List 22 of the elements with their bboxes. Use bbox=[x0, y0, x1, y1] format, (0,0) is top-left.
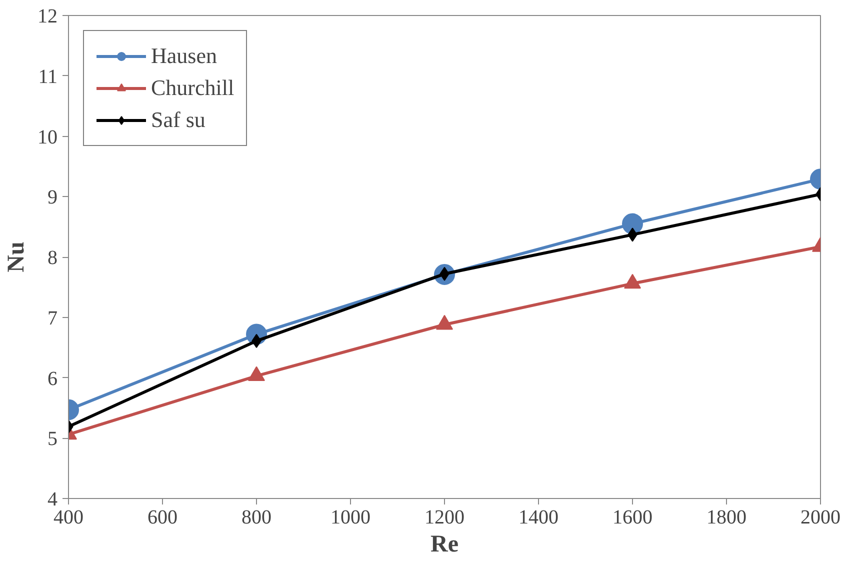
y-tick-label: 6 bbox=[48, 368, 58, 390]
y-tick-label: 11 bbox=[38, 66, 58, 88]
x-tick-label: 1600 bbox=[612, 506, 652, 528]
point bbox=[622, 213, 643, 234]
y-tick-label: 5 bbox=[48, 428, 58, 450]
y-tick-label: 9 bbox=[48, 186, 58, 209]
y-tick-label: 8 bbox=[48, 247, 58, 269]
x-tick-label: 1800 bbox=[706, 506, 746, 528]
x-tick-label: 1200 bbox=[424, 506, 464, 528]
y-tick-label: 7 bbox=[48, 307, 58, 330]
legend-label: Hausen bbox=[151, 43, 217, 69]
x-tick-label: 2000 bbox=[800, 506, 840, 528]
x-tick-label: 1000 bbox=[330, 506, 370, 528]
y-tick-label: 10 bbox=[38, 126, 58, 148]
y-tick-label: 12 bbox=[38, 6, 58, 28]
x-tick-label: 600 bbox=[148, 506, 178, 528]
x-axis-title: Re bbox=[430, 532, 459, 558]
x-tick-label: 800 bbox=[242, 506, 272, 528]
x-tick-label: 1400 bbox=[518, 506, 558, 528]
legend-label: Saf su bbox=[151, 107, 206, 133]
legend-label: Churchill bbox=[151, 75, 234, 101]
y-axis-title: Nu bbox=[4, 242, 30, 272]
